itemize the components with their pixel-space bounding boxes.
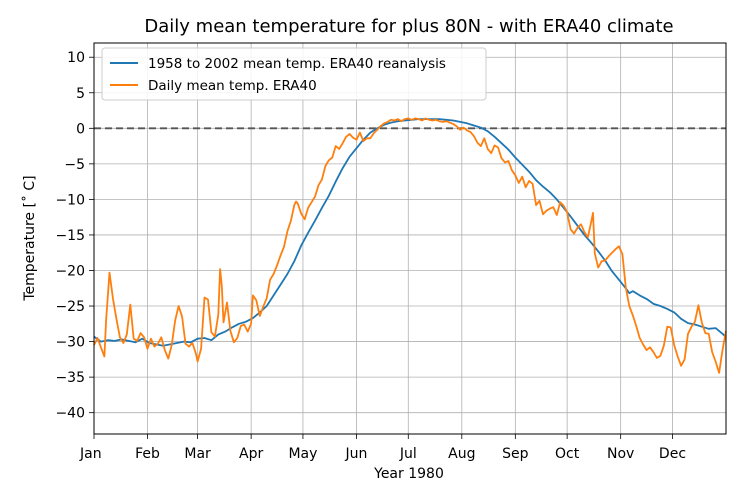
x-tick-label: Sep <box>502 446 529 462</box>
y-tick-label: −10 <box>55 192 85 208</box>
x-tick-label: Jan <box>79 446 102 462</box>
y-tick-label: 5 <box>76 86 85 102</box>
plot-area-frame <box>93 42 727 435</box>
legend-box <box>101 47 487 101</box>
y-tick-label: −35 <box>55 370 85 386</box>
x-tick-label: Jul <box>399 446 417 462</box>
legend: 1958 to 2002 mean temp. ERA40 reanalysis… <box>101 47 487 101</box>
chart-title: Daily mean temperature for plus 80N - wi… <box>144 16 673 37</box>
y-tick-label: −25 <box>55 299 85 315</box>
x-tick-label: Oct <box>555 446 580 462</box>
y-tick-label: −40 <box>55 406 85 422</box>
y-axis-label: Temperature [˚ C] <box>21 175 38 301</box>
y-tick-label: 0 <box>76 121 85 137</box>
x-tick-label: May <box>288 446 317 462</box>
y-tick-label: −30 <box>55 335 85 351</box>
x-tick-label: Feb <box>135 446 160 462</box>
x-axis-ticks: Jan Feb Mar Apr May Jun Jul Aug Sep Oct Nov Dec <box>79 434 686 462</box>
x-tick-label: Mar <box>184 446 211 462</box>
legend-label-1: Daily mean temp. ERA40 <box>148 78 317 94</box>
x-tick-label: Nov <box>607 446 634 462</box>
legend-label-0: 1958 to 2002 mean temp. ERA40 reanalysis <box>148 56 446 72</box>
y-tick-label: 10 <box>67 50 85 66</box>
series-line-1 <box>93 117 727 374</box>
y-tick-label: −15 <box>55 228 85 244</box>
series-lines <box>93 117 727 374</box>
x-tick-label: Dec <box>659 446 686 462</box>
y-axis-ticks: 10 5 0 −5 −10 −15 −20 −25 −30 −35 −40 <box>55 50 94 422</box>
y-tick-label: −5 <box>64 157 85 173</box>
y-tick-label: −20 <box>55 263 85 279</box>
x-tick-label: Aug <box>448 446 475 462</box>
x-tick-label: Jun <box>345 446 368 462</box>
grid-lines <box>93 43 726 434</box>
x-tick-label: Apr <box>239 446 263 462</box>
x-axis-label: Year 1980 <box>373 466 444 482</box>
